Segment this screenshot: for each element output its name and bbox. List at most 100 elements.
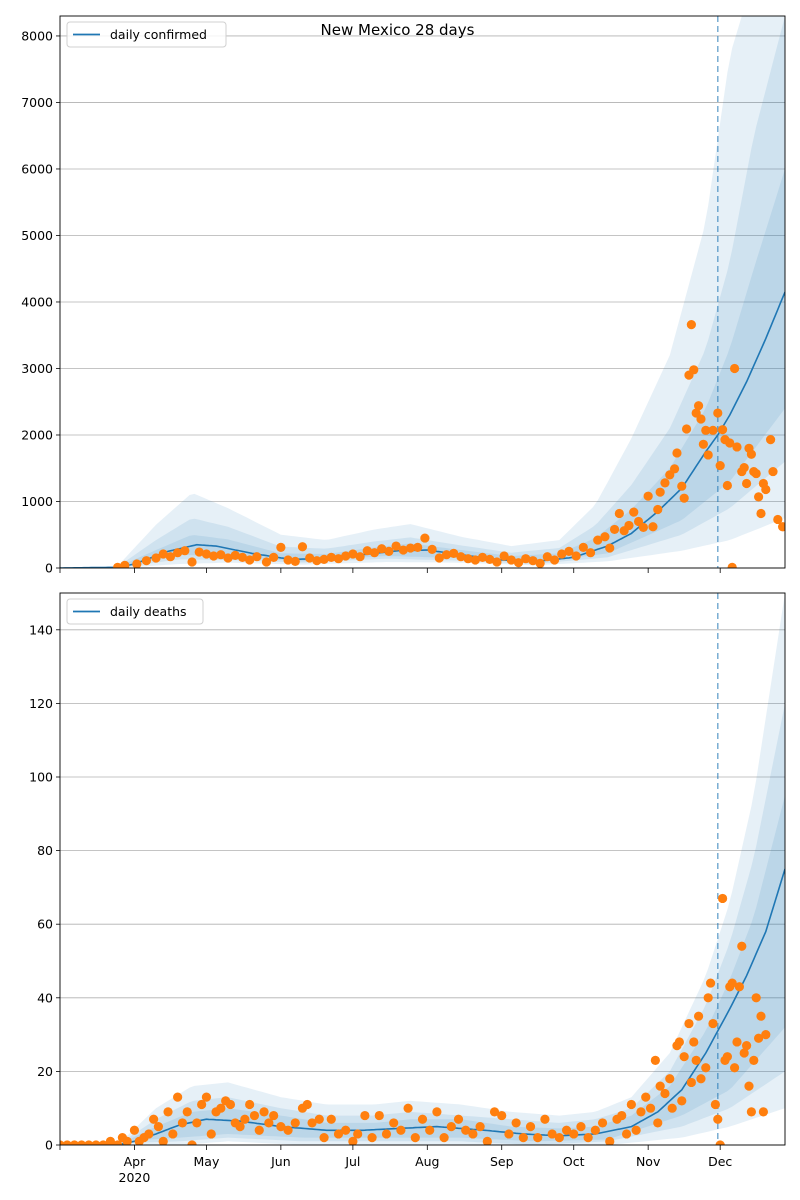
observed-point <box>713 1114 723 1124</box>
observed-point <box>547 1129 557 1139</box>
y-tick-label: 2000 <box>21 427 53 442</box>
observed-point <box>453 1114 464 1124</box>
observed-point <box>377 544 387 554</box>
model-median-line <box>60 291 785 568</box>
observed-point <box>542 552 552 562</box>
observed-point <box>717 893 728 904</box>
observed-point <box>120 560 130 568</box>
observed-point <box>727 562 737 568</box>
observed-point <box>650 1055 660 1065</box>
observed-point <box>206 1129 216 1139</box>
observed-point <box>576 1122 586 1132</box>
observed-point <box>254 1125 264 1135</box>
observed-point <box>264 1118 274 1128</box>
observed-point <box>77 1140 87 1145</box>
y-tick-label: 4000 <box>21 294 53 309</box>
y-tick-label: 140 <box>29 622 53 637</box>
x-tick-label: Dec <box>708 1154 732 1169</box>
observed-point <box>653 1118 663 1128</box>
observed-point <box>410 1133 420 1143</box>
observed-point <box>417 1114 428 1124</box>
observed-point <box>91 1140 101 1145</box>
y-tick-label: 100 <box>29 770 53 785</box>
observed-point <box>605 543 615 553</box>
legend-label: daily confirmed <box>110 27 207 42</box>
observed-point <box>84 1140 94 1145</box>
x-tick-label: Sep <box>490 1154 514 1169</box>
observed-point <box>737 941 747 951</box>
observed-point <box>177 1118 188 1128</box>
observed-point <box>341 551 351 561</box>
observed-point <box>739 462 749 473</box>
observed-point <box>583 1133 593 1143</box>
observed-point <box>638 522 648 533</box>
y-tick-label: 40 <box>37 990 53 1005</box>
observed-point <box>497 1110 507 1121</box>
observed-point <box>751 468 761 479</box>
observed-point <box>753 1033 764 1043</box>
observed-point <box>235 1122 245 1132</box>
axes-frame <box>59 592 786 1146</box>
observed-point <box>744 1081 754 1091</box>
observed-point <box>600 532 610 542</box>
observed-point <box>314 1114 324 1124</box>
observed-point <box>492 557 502 567</box>
observed-point <box>223 553 233 563</box>
observed-point <box>768 466 778 477</box>
observed-point <box>425 1125 435 1135</box>
observed-point <box>333 554 344 564</box>
observed-point <box>62 1140 72 1145</box>
observed-point <box>703 993 713 1003</box>
x-tick-label: May <box>194 1154 220 1169</box>
observed-point <box>715 460 725 471</box>
observed-point <box>348 549 358 559</box>
observed-point <box>756 508 766 519</box>
observed-point <box>564 546 574 556</box>
observed-point <box>732 442 742 452</box>
observed-point <box>660 478 670 488</box>
observed-point <box>360 1110 370 1121</box>
observed-point <box>367 1133 377 1143</box>
observed-point <box>312 556 322 566</box>
legend-box <box>66 21 227 48</box>
chart-panel-1: 0 1000 2000 3000 4000 5000 6000 7000 8000 daily c… <box>21 15 786 576</box>
observed-point <box>660 1088 670 1099</box>
observed-point <box>511 1118 521 1128</box>
observed-point <box>398 545 408 555</box>
observed-point <box>153 1122 164 1132</box>
axes-frame <box>59 15 786 569</box>
observed-point <box>230 550 240 560</box>
observed-point <box>305 553 315 563</box>
observed-point <box>432 1107 442 1117</box>
observed-point <box>259 1107 269 1117</box>
observed-point <box>758 1107 768 1117</box>
observed-point <box>725 438 735 448</box>
legend-box <box>66 598 204 625</box>
y-tick-label: 1000 <box>21 494 53 509</box>
observed-point <box>269 1110 279 1121</box>
observed-point <box>144 1129 154 1139</box>
observed-point <box>679 493 689 503</box>
observed-point <box>463 554 473 564</box>
observed-point <box>734 982 744 992</box>
observed-point <box>684 1018 694 1029</box>
observed-point <box>521 554 531 564</box>
plot-area <box>60 593 785 1145</box>
observed-point <box>319 1133 329 1143</box>
observed-point <box>245 555 255 565</box>
y-tick-label: 0 <box>45 1138 53 1153</box>
observed-point <box>571 551 581 561</box>
figure-title: New Mexico 28 days <box>320 21 475 39</box>
observed-point <box>691 1055 701 1065</box>
observed-point <box>149 1114 159 1124</box>
observed-point <box>297 542 308 552</box>
observed-point <box>741 478 752 489</box>
observed-point <box>461 1125 471 1135</box>
observed-point <box>403 1103 413 1113</box>
observed-point <box>741 1041 752 1051</box>
x-tick-label: Jul <box>344 1154 360 1169</box>
observed-point <box>636 1107 646 1117</box>
observed-point <box>549 555 560 565</box>
observed-point <box>761 484 771 495</box>
